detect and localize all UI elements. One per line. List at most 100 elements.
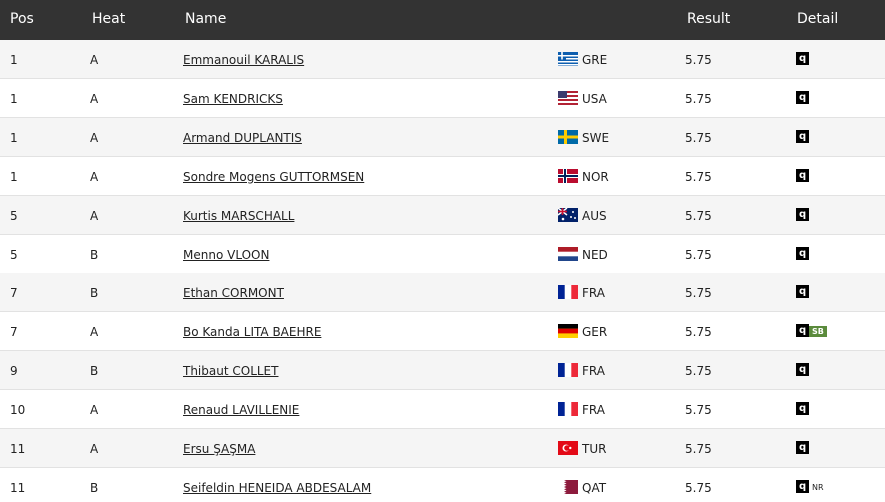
flag [558,285,578,300]
result: 5.75 [685,169,712,184]
detail-badge: q [796,129,810,143]
flag [558,479,578,494]
athlete-name[interactable]: Bo Kanda LITA BAEHRE [183,325,322,340]
result: 5.75 [685,130,712,145]
athlete-name[interactable]: Sam KENDRICKS [183,91,283,106]
heat: A [90,53,99,67]
result: 5.75 [685,53,712,67]
result: 5.75 [685,247,712,262]
column-header: Name [185,11,227,27]
detail-badge: q [796,324,810,338]
column-header: Result [687,11,731,27]
detail-badge: q [796,52,810,65]
pos: 11 [10,442,26,456]
result: 5.75 [685,286,712,301]
country: FRA [582,286,605,301]
table-row: 10 A Renaud LAVILLENIE FRA 5.75 q [0,390,885,430]
heat: B [90,247,99,262]
pos: 9 [10,364,18,379]
pos: 7 [10,325,18,340]
athlete-name[interactable]: Sondre Mogens GUTTORMSEN [183,169,365,184]
table-row: 11 B Seifeldin HENEIDA ABDESALAM QAT 5.75 q NR [0,467,885,502]
result: 5.75 [685,364,712,379]
heat: B [90,286,99,301]
country: TUR [582,442,607,456]
pos: 5 [10,247,18,262]
detail-badge: q [796,285,810,299]
flag [558,363,578,378]
table-row: 11 A Ersu ŞAŞMA TUR 5.75 q [0,429,885,468]
heat: A [90,208,99,223]
result: 5.75 [685,325,712,340]
flag [558,441,578,455]
detail-note: NR [812,482,824,492]
heat: B [90,364,99,379]
heat: A [90,169,99,184]
table-row: 1 A Armand DUPLANTIS SWE 5.75 q [0,117,885,157]
column-header: Detail [797,11,839,27]
pos: 1 [10,169,18,184]
athlete-name[interactable]: Ethan CORMONT [183,286,284,301]
table-header: Pos Heat Name Result Detail [0,0,885,40]
pos: 11 [10,480,26,495]
athlete-name[interactable]: Thibaut COLLET [183,364,279,379]
country: AUS [582,208,607,223]
detail-badge: q [796,207,810,221]
country: GRE [582,53,608,67]
heat: A [90,403,99,418]
flag [558,402,578,417]
result: 5.75 [685,480,712,495]
detail-badge: q [796,90,810,104]
pos: 7 [10,286,18,301]
country: NED [582,247,608,262]
flag [558,324,578,339]
result: 5.75 [685,403,712,418]
heat: A [90,442,99,456]
detail-badge: q [796,246,810,260]
athlete-name[interactable]: Emmanouil KARALIS [183,53,305,67]
country: NOR [582,169,609,184]
detail-badge: q [796,402,810,416]
country: USA [582,91,607,106]
athlete-name[interactable]: Renaud LAVILLENIE [183,403,300,418]
pos: 1 [10,53,18,67]
result: 5.75 [685,208,712,223]
table-row: 7 B Ethan CORMONT FRA 5.75 q [0,273,885,313]
flag [558,207,578,222]
heat: A [90,91,99,106]
table-row: 1 A Sam KENDRICKS USA 5.75 q [0,78,885,118]
pos: 1 [10,130,18,145]
table-row: 5 B Menno VLOON NED 5.75 q [0,234,885,274]
table-row: 5 A Kurtis MARSCHALL AUS 5.75 q [0,195,885,235]
athlete-name[interactable]: Ersu ŞAŞMA [183,442,256,456]
athlete-name[interactable]: Kurtis MARSCHALL [183,208,295,223]
column-header: Heat [92,11,126,27]
pos: 10 [10,403,26,418]
flag [558,168,578,183]
heat: A [90,130,99,145]
pos: 5 [10,208,18,223]
detail-badge: q [796,441,810,454]
athlete-name[interactable]: Menno VLOON [183,247,270,262]
country: FRA [582,403,605,418]
flag [558,90,578,105]
heat: B [90,480,99,495]
detail-badge: q [796,479,810,493]
country: SWE [582,130,610,145]
pos: 1 [10,91,18,106]
detail-badge: SB [809,326,827,338]
flag [558,129,578,144]
table-row: 9 B Thibaut COLLET FRA 5.75 q [0,351,885,391]
athlete-name[interactable]: Seifeldin HENEIDA ABDESALAM [183,480,372,495]
country: GER [582,325,608,340]
table-row: 1 A Sondre Mogens GUTTORMSEN NOR 5.75 q [0,156,885,196]
detail-badge: q [796,363,810,377]
detail-badge: q [796,168,810,182]
column-header: Pos [10,11,34,27]
heat: A [90,325,99,340]
athlete-name[interactable]: Armand DUPLANTIS [183,130,302,145]
result: 5.75 [685,91,712,106]
result: 5.75 [685,442,712,456]
flag [558,52,578,66]
